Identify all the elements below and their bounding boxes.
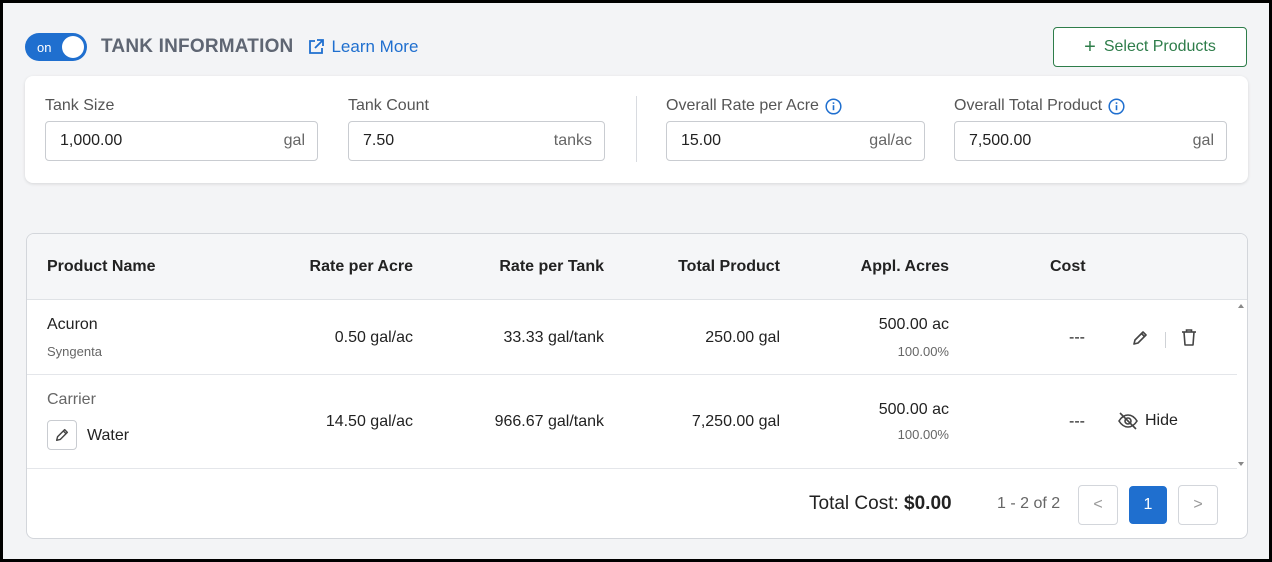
tank-count-value: 7.50 (363, 132, 395, 149)
tank-size-label: Tank Size (45, 97, 115, 114)
cost: --- (1069, 413, 1085, 430)
scroll-down-arrow[interactable] (1238, 462, 1244, 466)
next-page-button[interactable]: > (1178, 485, 1218, 525)
appl-acres: 500.00 ac (878, 316, 949, 333)
tank-size-value: 1,000.00 (60, 132, 123, 149)
product-manufacturer: Syngenta (47, 344, 102, 359)
table-footer: Total Cost: $0.00 1 - 2 of 2 < 1 > (27, 470, 1247, 538)
carrier-name: Water (87, 427, 130, 444)
edit-carrier-button[interactable] (47, 420, 77, 450)
cost: --- (1069, 329, 1085, 346)
overall-rate-input[interactable]: 15.00 gal/ac (666, 121, 925, 161)
scroll-up-arrow[interactable] (1238, 304, 1244, 308)
tank-info-card: Tank Size 1,000.00 gal Tank Count 7.50 t… (25, 76, 1248, 183)
table-row: Carrier Water 14.50 gal/ac 966.67 gal/ta… (27, 376, 1237, 469)
tank-count-input[interactable]: 7.50 tanks (348, 121, 605, 161)
external-link-icon (309, 39, 325, 54)
pencil-icon (55, 428, 69, 442)
tank-count-label: Tank Count (348, 97, 429, 114)
overall-total-value: 7,500.00 (969, 132, 1032, 149)
pagination-info: 1 - 2 of 2 (997, 495, 1061, 512)
info-icon[interactable] (1108, 97, 1125, 115)
learn-more-link[interactable]: Learn More (307, 37, 418, 57)
overall-rate-label-row: Overall Rate per Acre (666, 96, 925, 116)
total-cost-label: Total Cost: (809, 493, 899, 514)
appl-percent: 100.00% (897, 427, 949, 442)
overall-rate-value: 15.00 (681, 132, 722, 149)
overall-total-label-row: Overall Total Product (954, 96, 1227, 116)
tank-count-unit: tanks (553, 132, 592, 149)
product-name: Acuron (47, 316, 98, 333)
col-rate-per-acre: Rate per Acre (309, 258, 413, 275)
appl-acres: 500.00 ac (878, 401, 949, 418)
col-product-name: Product Name (47, 258, 156, 275)
prev-page-button[interactable]: < (1078, 485, 1118, 525)
table-row: Acuron Syngenta 0.50 gal/ac 33.33 gal/ta… (27, 301, 1237, 375)
page-number: 1 (1143, 496, 1153, 513)
carrier-label: Carrier (47, 391, 96, 408)
tank-count-field: Tank Count 7.50 tanks (348, 96, 605, 161)
field-divider (636, 96, 637, 162)
edit-row-button[interactable] (1131, 329, 1149, 347)
tank-information-panel: on TANK INFORMATION Learn More + Select … (3, 3, 1269, 559)
select-products-button[interactable]: + Select Products (1053, 27, 1247, 67)
delete-row-button[interactable] (1181, 328, 1197, 347)
page-1-button[interactable]: 1 (1129, 486, 1167, 524)
appl-percent: 100.00% (897, 344, 949, 359)
total-cost-value: $0.00 (904, 493, 952, 514)
rate-per-acre: 14.50 gal/ac (325, 413, 413, 430)
hide-label: Hide (1145, 412, 1178, 429)
tank-toggle[interactable]: on (25, 33, 87, 61)
tank-size-unit: gal (283, 132, 305, 149)
table-header: Product Name Rate per Acre Rate per Tank… (27, 234, 1247, 300)
action-separator (1165, 332, 1166, 348)
select-products-label: Select Products (1103, 38, 1216, 55)
total-product: 7,250.00 gal (691, 413, 780, 430)
overall-rate-field: Overall Rate per Acre 15.00 gal/ac (666, 96, 925, 161)
tank-size-input[interactable]: 1,000.00 gal (45, 121, 318, 161)
col-rate-per-tank: Rate per Tank (499, 258, 604, 275)
rate-per-tank: 33.33 gal/tank (503, 329, 604, 346)
overall-total-unit: gal (1192, 132, 1214, 149)
pencil-icon (1133, 331, 1147, 345)
chevron-right-icon: > (1193, 496, 1203, 513)
tank-size-field: Tank Size 1,000.00 gal (45, 96, 318, 161)
total-cost: Total Cost: $0.00 (809, 493, 952, 515)
col-cost: Cost (1050, 258, 1086, 275)
overall-rate-unit: gal/ac (869, 132, 912, 149)
rate-per-tank: 966.67 gal/tank (494, 413, 604, 430)
hide-button[interactable]: Hide (1117, 412, 1178, 430)
toggle-knob (62, 36, 84, 58)
overall-total-field: Overall Total Product 7,500.00 gal (954, 96, 1227, 161)
section-title: TANK INFORMATION (101, 36, 294, 57)
product-table: Product Name Rate per Acre Rate per Tank… (26, 233, 1248, 539)
chevron-left-icon: < (1093, 496, 1103, 513)
plus-icon: + (1084, 36, 1096, 58)
col-total-product: Total Product (678, 258, 780, 275)
overall-total-label: Overall Total Product (954, 97, 1103, 114)
eye-off-icon (1118, 412, 1138, 430)
col-appl-acres: Appl. Acres (860, 258, 949, 275)
info-icon[interactable] (825, 97, 842, 115)
total-product: 250.00 gal (705, 329, 780, 346)
rate-per-acre: 0.50 gal/ac (334, 329, 413, 346)
tank-header: on TANK INFORMATION Learn More + Select … (25, 25, 1247, 69)
trash-icon (1182, 329, 1196, 346)
overall-rate-label: Overall Rate per Acre (666, 97, 819, 114)
overall-total-input[interactable]: 7,500.00 gal (954, 121, 1227, 161)
toggle-label: on (37, 39, 52, 55)
learn-more-label: Learn More (331, 37, 419, 56)
